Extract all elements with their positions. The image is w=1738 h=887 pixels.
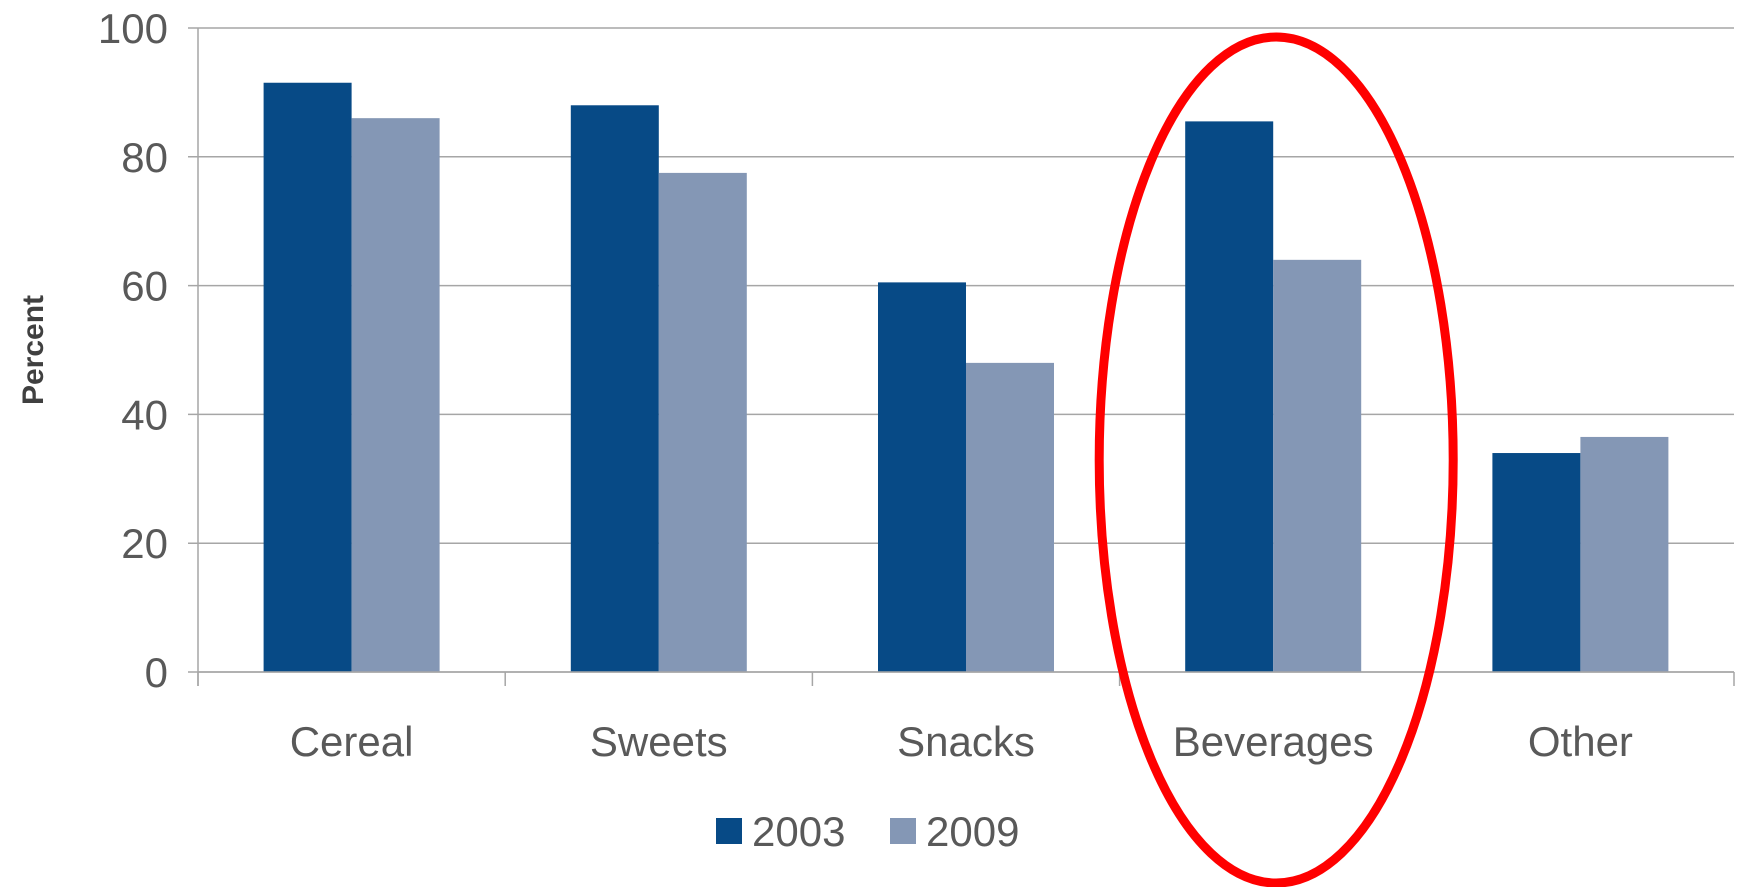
y-tick-label: 0 xyxy=(145,649,168,696)
bar-2003-other xyxy=(1492,453,1581,672)
bars xyxy=(263,82,1669,673)
x-tick-label: Cereal xyxy=(290,718,414,765)
bar-2009-other xyxy=(1580,436,1669,672)
y-tick-label: 100 xyxy=(98,5,168,52)
legend-label-2009: 2009 xyxy=(926,808,1019,855)
x-axis-categories: Cereal Sweets Snacks Beverages Other xyxy=(290,718,1633,765)
bar-2003-sweets xyxy=(570,105,659,672)
legend-swatch-2009 xyxy=(890,818,916,844)
y-tick-label: 60 xyxy=(121,263,168,310)
x-tick-label: Snacks xyxy=(897,718,1035,765)
bar-2009-beverages xyxy=(1273,259,1362,672)
highlight-ellipse xyxy=(1094,32,1458,887)
y-tick-label: 20 xyxy=(121,520,168,567)
x-tick-label: Sweets xyxy=(590,718,728,765)
bar-2003-beverages xyxy=(1185,121,1274,672)
bar-2003-snacks xyxy=(878,282,966,672)
legend-swatch-2003 xyxy=(716,818,742,844)
legend: 2003 2009 xyxy=(716,808,1019,855)
bar-2009-sweets xyxy=(658,172,747,672)
x-tick-label: Other xyxy=(1528,718,1633,765)
bar-2009-snacks xyxy=(966,362,1054,672)
x-tick-label: Beverages xyxy=(1173,718,1374,765)
y-tick-label: 40 xyxy=(121,391,168,438)
y-axis-label: Percent xyxy=(17,295,50,405)
y-tick-label: 80 xyxy=(121,134,168,181)
bar-2009-cereal xyxy=(351,118,440,672)
legend-label-2003: 2003 xyxy=(752,808,845,855)
y-axis-ticks: 0 20 40 60 80 100 xyxy=(98,5,168,696)
bar-2003-cereal xyxy=(263,82,352,673)
highlight-annotation xyxy=(1094,32,1458,887)
